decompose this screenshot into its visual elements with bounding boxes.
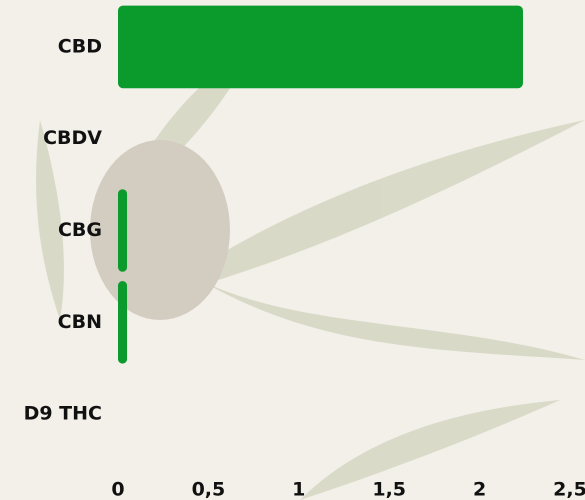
x-tick-label: 2 — [473, 479, 486, 500]
x-tick-label: 1 — [292, 479, 305, 500]
y-tick-label: CBN — [58, 311, 102, 333]
bar — [118, 189, 128, 272]
bar — [118, 5, 523, 89]
y-tick-label: D9 THC — [24, 403, 102, 425]
y-tick-label: CBDV — [43, 127, 102, 149]
y-tick-label: CBD — [58, 35, 102, 57]
bar — [118, 280, 128, 364]
y-tick-label: CBG — [58, 219, 102, 241]
x-tick-label: 1,5 — [372, 479, 406, 500]
x-tick-label: 0,5 — [192, 479, 226, 500]
x-tick-label: 0 — [111, 479, 124, 500]
x-tick-label: 2,5 — [553, 479, 585, 500]
background-leaves — [36, 40, 585, 500]
